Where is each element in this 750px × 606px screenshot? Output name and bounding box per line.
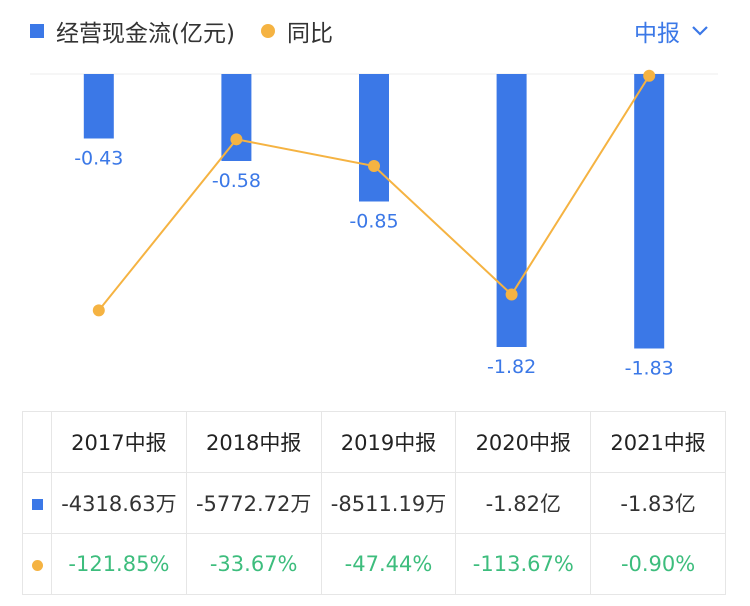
table-header-cell: 2018中报: [185, 411, 322, 473]
chevron-down-icon: [692, 26, 708, 36]
table-cell: -1.82亿: [455, 472, 592, 534]
table-header-row: 2017中报 2018中报 2019中报 2020中报 2021中报: [22, 411, 726, 473]
table-cell: -4318.63万: [51, 472, 187, 534]
bar-value-label: -1.82: [487, 356, 536, 378]
cashflow-marker-cell: [22, 472, 52, 534]
yoy-point: [368, 160, 380, 173]
table-cell: -5772.72万: [185, 472, 322, 534]
bar-series-marker: [31, 499, 43, 510]
yoy-point: [230, 133, 243, 146]
table-header-cell: 2017中报: [51, 411, 187, 473]
table-cell: -121.85%: [51, 533, 187, 595]
table-cell: -113.67%: [455, 533, 592, 595]
yoy-point: [505, 288, 518, 301]
table-cell: -8511.19万: [320, 472, 457, 534]
line-series-marker: [31, 560, 43, 571]
bar: [634, 74, 665, 349]
table-row-yoy: -121.85% -33.67% -47.44% -113.67% -0.90%: [22, 533, 726, 595]
table-cell: -47.44%: [320, 533, 457, 595]
table-row-cashflow: -4318.63万 -5772.72万 -8511.19万 -1.82亿 -1.…: [22, 472, 726, 534]
bar-value-label: -0.85: [349, 211, 398, 233]
table-header-cell: 2021中报: [590, 411, 726, 473]
bar: [221, 74, 252, 161]
table-cell: -1.83亿: [590, 472, 726, 534]
bar: [83, 74, 114, 139]
period-selector[interactable]: 中报: [634, 14, 710, 48]
data-table: 2017中报 2018中报 2019中报 2020中报 2021中报 -4318…: [22, 411, 726, 595]
bar-value-label: -0.43: [74, 148, 123, 170]
bar-legend-marker: [30, 24, 44, 38]
line-legend-label: 同比: [286, 21, 333, 47]
yoy-marker-cell: [22, 533, 52, 595]
table-cell: -33.67%: [185, 533, 322, 595]
line-legend-marker: [260, 24, 275, 38]
chart-legend: 经营现金流(亿元) 同比: [30, 14, 333, 48]
bar-legend-label: 经营现金流(亿元): [56, 21, 235, 47]
bar-value-label: -1.83: [625, 358, 674, 380]
table-cell: -0.90%: [590, 533, 726, 595]
table-header-cell: 2019中报: [320, 411, 457, 473]
bar: [496, 74, 527, 347]
cashflow-chart: -0.43 -0.58 -0.85 -1.82 -1.83: [30, 69, 718, 380]
table-corner-cell: [22, 411, 52, 473]
yoy-point: [92, 304, 105, 317]
table-header-cell: 2020中报: [455, 411, 592, 473]
bar: [359, 74, 389, 202]
bar-value-label: -0.58: [212, 170, 261, 192]
yoy-point: [643, 69, 656, 82]
period-selector-label: 中报: [634, 21, 680, 47]
